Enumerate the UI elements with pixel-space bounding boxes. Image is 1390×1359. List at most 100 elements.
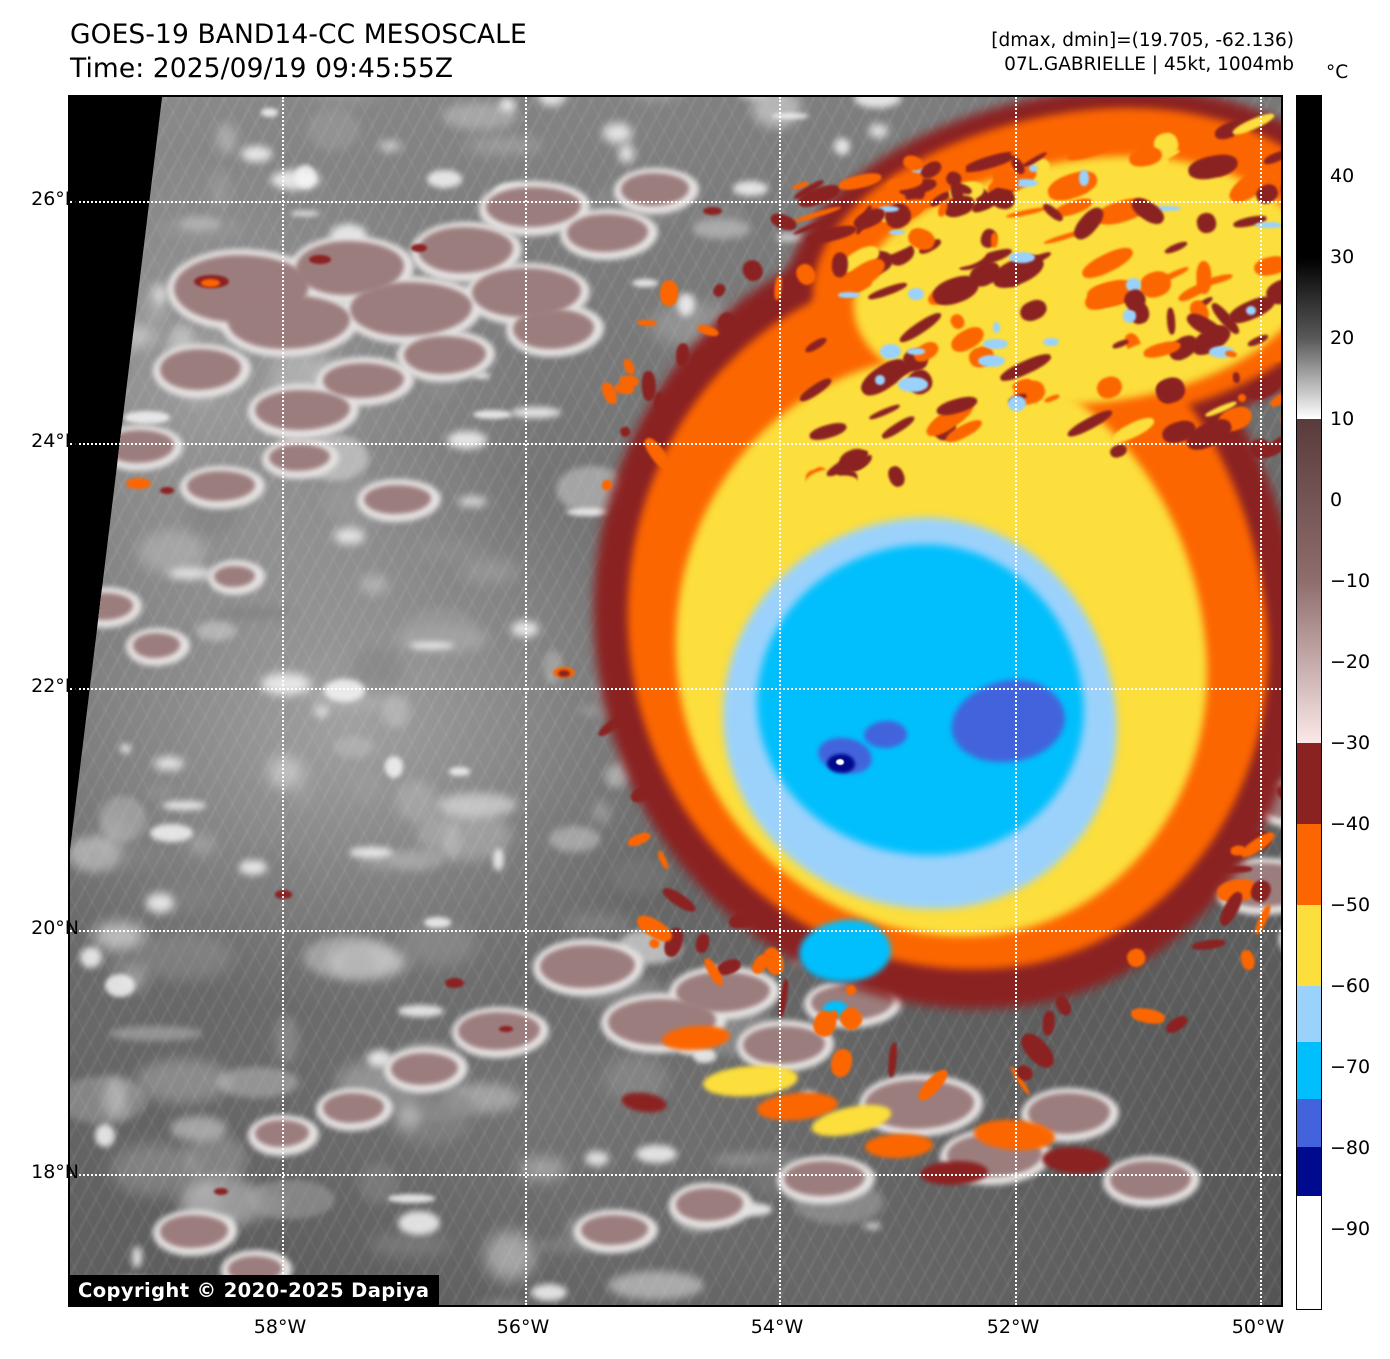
- embedded-cold-top: [1079, 170, 1089, 186]
- mauve-cloud-patch: [160, 1215, 228, 1248]
- embedded-cold-top: [906, 348, 925, 355]
- mauve-cloud-patch: [485, 186, 581, 228]
- warm-speck: [411, 243, 428, 252]
- mauve-cloud-patch: [566, 213, 649, 252]
- mauve-cloud-patch: [580, 1215, 649, 1245]
- grey-mottle: [397, 1103, 421, 1130]
- white-wisp: [676, 293, 696, 316]
- grey-mottle: [134, 1059, 233, 1103]
- grey-mottle: [561, 913, 634, 936]
- grey-mottle: [443, 823, 461, 859]
- grey-mottle: [437, 793, 517, 817]
- colorbar-segment-orange: [1297, 823, 1321, 905]
- white-wisp: [869, 123, 889, 139]
- mauve-cloud-patch: [363, 484, 432, 515]
- mauve-cloud-patch: [621, 173, 690, 206]
- grey-mottle: [333, 735, 374, 759]
- colorbar-segment-brown-dark: [1297, 419, 1321, 582]
- white-wisp: [119, 743, 131, 753]
- grey-mottle: [211, 169, 229, 212]
- grey-mottle: [98, 796, 146, 842]
- grey-mottle: [70, 330, 117, 351]
- embedded-cold-top: [1209, 346, 1235, 358]
- white-wisp: [314, 706, 329, 717]
- warm-speck: [214, 1188, 228, 1195]
- grey-mottle: [368, 1232, 452, 1257]
- white-wisp: [632, 279, 658, 288]
- warm-speck: [702, 207, 722, 216]
- grey-mottle: [607, 1271, 705, 1301]
- grey-mottle: [70, 317, 84, 349]
- colorbar-tick-label: 10: [1330, 408, 1355, 430]
- colorbar-unit-label: °C: [1326, 62, 1349, 83]
- grey-mottle: [415, 545, 489, 556]
- white-wisp: [492, 847, 504, 871]
- copyright-badge: Copyright © 2020-2025 Dapiya: [68, 1275, 440, 1307]
- white-wisp: [261, 107, 279, 118]
- embedded-cold-top: [977, 354, 1005, 367]
- mauve-cloud-patch: [417, 227, 513, 274]
- grey-mottle: [592, 800, 610, 824]
- white-wisp: [511, 406, 561, 418]
- embedded-cold-top: [1009, 251, 1035, 263]
- colorbar-tick-label: 0: [1330, 489, 1343, 511]
- white-wisp: [349, 847, 394, 859]
- dminmax-label: [dmax, dmin]=(19.705, -62.136): [991, 30, 1294, 51]
- white-wisp: [566, 508, 610, 517]
- white-wisp: [290, 210, 321, 217]
- white-wisp: [168, 568, 214, 580]
- annotation-block: [dmax, dmin]=(19.705, -62.136) 07L.GABRI…: [991, 29, 1294, 78]
- grey-mottle: [691, 218, 751, 239]
- embedded-cold-top: [875, 375, 885, 386]
- latitude-tick-label: 22°N: [31, 675, 79, 697]
- grey-mottle: [92, 921, 147, 951]
- grey-mottle: [268, 754, 302, 789]
- colorbar-segment-royal-blue: [1297, 1098, 1321, 1148]
- white-wisp: [384, 755, 403, 778]
- grey-mottle: [70, 1076, 147, 1124]
- colorbar-tick-label: −90: [1330, 1218, 1371, 1240]
- longitude-tick-label: 54°W: [750, 1316, 804, 1338]
- mauve-cloud-patch: [214, 565, 256, 588]
- colorbar-segment-navy: [1297, 1147, 1321, 1196]
- colorbar-segment-brown-to-pink: [1297, 581, 1321, 743]
- grey-mottle: [401, 921, 476, 967]
- grey-mottle: [621, 97, 692, 100]
- white-wisp: [131, 1245, 142, 1268]
- colorbar-tick-label: −20: [1330, 651, 1371, 673]
- embedded-cold-top: [1007, 395, 1026, 412]
- grey-mottle: [304, 97, 386, 105]
- grey-mottle: [364, 97, 402, 110]
- colorbar-tick-label: −80: [1330, 1137, 1371, 1159]
- coldest-pixel: [835, 758, 844, 765]
- embedded-cold-top: [898, 377, 928, 392]
- warm-speck: [70, 392, 101, 405]
- colorbar-segment-yellow: [1297, 904, 1321, 986]
- grey-mottle: [97, 324, 157, 348]
- grey-mottle: [469, 1297, 540, 1305]
- mauve-cloud-patch: [187, 471, 256, 501]
- embedded-cold-top: [983, 339, 1009, 350]
- white-wisp: [457, 497, 487, 506]
- white-wisp: [333, 528, 366, 545]
- white-wisp: [378, 142, 401, 151]
- warm-speck: [70, 389, 109, 408]
- white-wisp: [854, 97, 902, 108]
- grey-mottle: [214, 607, 292, 619]
- warm-speck: [499, 1025, 513, 1033]
- white-wisp: [427, 169, 463, 188]
- white-wisp: [408, 641, 454, 650]
- white-wisp: [150, 823, 193, 842]
- white-wisp: [448, 767, 471, 776]
- white-wisp: [737, 97, 770, 98]
- cloud-rim: [1279, 912, 1281, 967]
- white-wisp: [241, 145, 272, 162]
- white-wisp: [105, 973, 136, 998]
- white-wisp: [388, 1194, 435, 1203]
- title-block: GOES-19 BAND14-CC MESOSCALE Time: 2025/0…: [70, 18, 527, 87]
- colorbar-tick-label: −30: [1330, 732, 1371, 754]
- embedded-cold-top: [880, 344, 901, 360]
- grey-mottle: [110, 1142, 199, 1196]
- white-wisp: [602, 122, 632, 144]
